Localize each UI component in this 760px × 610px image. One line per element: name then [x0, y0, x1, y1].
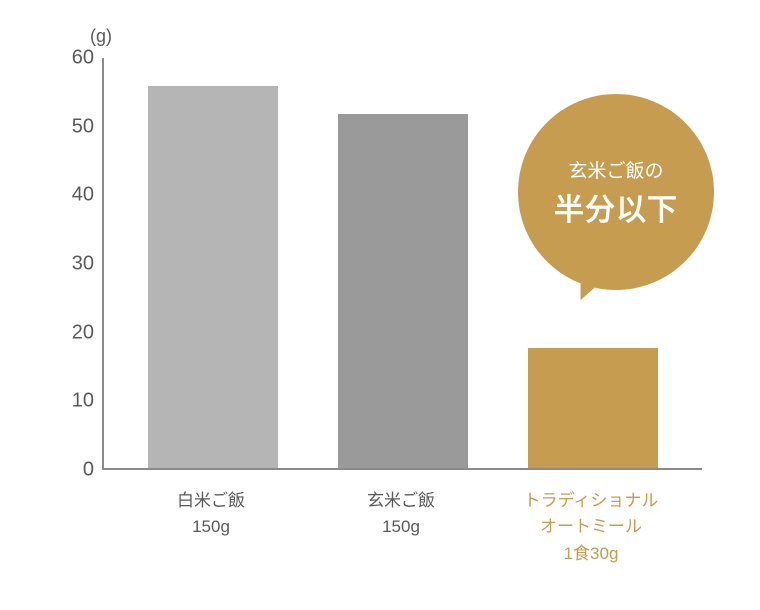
x-label-line: 1食30g — [564, 544, 619, 563]
y-tick: 30 — [72, 253, 94, 276]
y-axis: 0102030405060 — [60, 58, 100, 470]
bar-oatmeal — [528, 348, 658, 468]
callout-line1: 玄米ご飯の — [568, 156, 663, 183]
bar-brown-rice — [338, 114, 468, 468]
y-axis-unit: (g) — [90, 26, 112, 47]
bar-chart: (g) 0102030405060 玄米ご飯の半分以下 白米ご飯150g玄米ご飯… — [60, 30, 720, 590]
y-tick: 20 — [72, 321, 94, 344]
x-label-line: トラディショナル — [524, 491, 659, 510]
x-label-line: 150g — [192, 517, 230, 536]
x-label-line: 玄米ご飯 — [367, 491, 435, 510]
x-label-white-rice: 白米ご飯 150g — [126, 488, 296, 541]
x-label-line: 白米ご飯 — [177, 491, 245, 510]
y-tick: 50 — [72, 115, 94, 138]
callout-line2: 半分以下 — [554, 185, 678, 229]
x-label-line: 150g — [382, 517, 420, 536]
y-tick: 60 — [72, 47, 94, 70]
y-tick: 0 — [83, 459, 94, 482]
y-tick: 10 — [72, 390, 94, 413]
callout-body: 玄米ご飯の半分以下 — [518, 94, 714, 290]
y-tick: 40 — [72, 184, 94, 207]
x-label-line: オートミール — [540, 517, 642, 536]
plot-area: 玄米ご飯の半分以下 — [102, 58, 702, 470]
callout-bubble: 玄米ご飯の半分以下 — [518, 94, 714, 290]
x-label-oatmeal: トラディショナルオートミール 1食30g — [506, 488, 676, 567]
bar-white-rice — [148, 86, 278, 468]
x-label-brown-rice: 玄米ご飯 150g — [316, 488, 486, 541]
